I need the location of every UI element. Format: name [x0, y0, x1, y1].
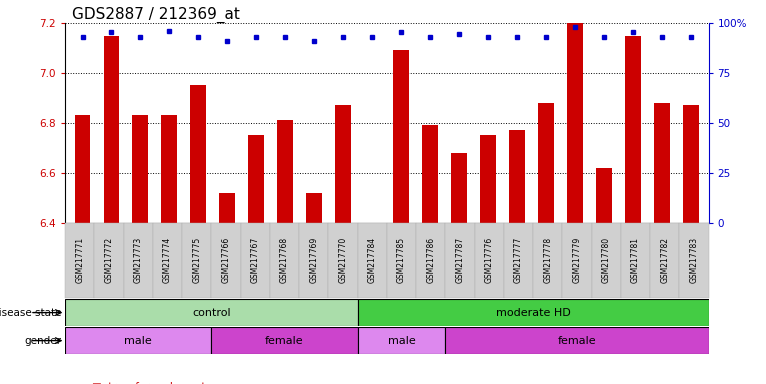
Bar: [654, 103, 670, 223]
Text: GSM217771: GSM217771: [75, 237, 84, 283]
Text: GSM217783: GSM217783: [689, 237, 699, 283]
FancyBboxPatch shape: [358, 327, 445, 354]
Bar: [133, 116, 149, 223]
Text: ■  transformed count: ■ transformed count: [92, 382, 205, 384]
Bar: [191, 86, 206, 223]
Text: GSM217784: GSM217784: [368, 237, 377, 283]
Text: moderate HD: moderate HD: [496, 308, 571, 318]
Bar: [480, 136, 496, 223]
Text: disease state: disease state: [0, 308, 61, 318]
Text: GSM217772: GSM217772: [104, 237, 113, 283]
Text: male: male: [124, 336, 152, 346]
Text: GSM217777: GSM217777: [514, 237, 523, 283]
Bar: [596, 168, 612, 223]
Text: GSM217776: GSM217776: [485, 237, 494, 283]
Text: GSM217779: GSM217779: [572, 237, 581, 283]
FancyBboxPatch shape: [211, 327, 358, 354]
Bar: [162, 116, 178, 223]
Text: GSM217775: GSM217775: [192, 237, 201, 283]
FancyBboxPatch shape: [65, 327, 211, 354]
Text: GSM217774: GSM217774: [163, 237, 172, 283]
Bar: [306, 193, 322, 223]
Bar: [248, 136, 264, 223]
Text: male: male: [388, 336, 415, 346]
Text: GSM217780: GSM217780: [601, 237, 611, 283]
Text: gender: gender: [25, 336, 61, 346]
Bar: [74, 116, 90, 223]
Text: GSM217787: GSM217787: [456, 237, 464, 283]
Bar: [422, 126, 438, 223]
Text: GSM217768: GSM217768: [280, 237, 289, 283]
Bar: [509, 131, 525, 223]
Text: GSM217781: GSM217781: [631, 237, 640, 283]
Bar: [277, 121, 293, 223]
Text: GSM217767: GSM217767: [250, 237, 260, 283]
FancyBboxPatch shape: [445, 327, 709, 354]
Text: control: control: [192, 308, 231, 318]
FancyBboxPatch shape: [358, 299, 709, 326]
Bar: [683, 106, 699, 223]
Text: GSM217778: GSM217778: [543, 237, 552, 283]
Text: female: female: [265, 336, 304, 346]
Text: GSM217785: GSM217785: [397, 237, 406, 283]
Text: GSM217769: GSM217769: [309, 237, 318, 283]
FancyBboxPatch shape: [65, 299, 358, 326]
Bar: [538, 103, 555, 223]
Bar: [103, 36, 119, 223]
Text: GSM217766: GSM217766: [221, 237, 231, 283]
Bar: [336, 106, 352, 223]
Bar: [625, 36, 641, 223]
Bar: [451, 153, 467, 223]
Text: GSM217770: GSM217770: [339, 237, 348, 283]
Bar: [219, 193, 235, 223]
Text: female: female: [558, 336, 596, 346]
Bar: [394, 51, 409, 223]
Text: GSM217773: GSM217773: [134, 237, 142, 283]
Bar: [568, 23, 583, 223]
Text: GSM217782: GSM217782: [660, 237, 669, 283]
Text: GDS2887 / 212369_at: GDS2887 / 212369_at: [71, 7, 240, 23]
Text: GSM217786: GSM217786: [426, 237, 435, 283]
